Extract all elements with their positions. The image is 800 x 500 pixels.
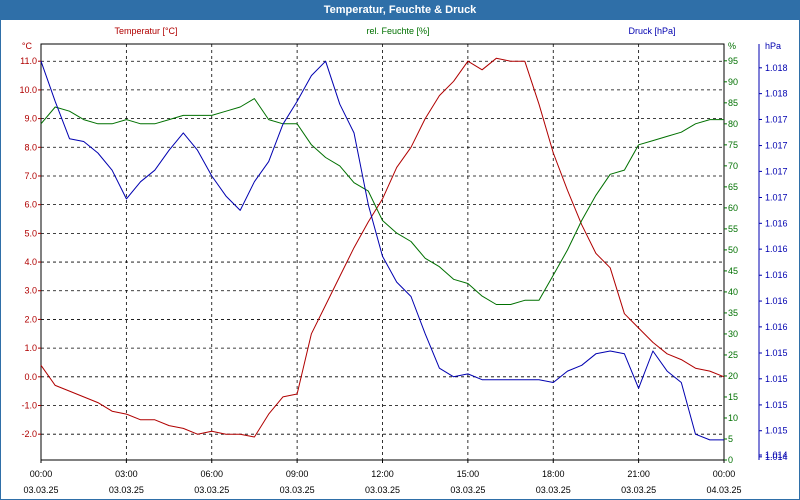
humidity-tick-label: 25 (728, 350, 738, 360)
x-tick-date: 04.03.25 (706, 485, 741, 495)
pressure-tick-label: 1.014 (765, 450, 788, 460)
humidity-tick-label: 45 (728, 266, 738, 276)
temperature-tick-label: 6.0 (24, 200, 37, 210)
humidity-tick-label: 80 (728, 119, 738, 129)
pressure-tick-label: 1.018 (765, 89, 788, 99)
x-tick-time: 00:00 (713, 469, 736, 479)
temperature-tick-label: 4.0 (24, 257, 37, 267)
x-tick-date: 03.03.25 (450, 485, 485, 495)
humidity-tick-label: 5 (728, 434, 733, 444)
humidity-tick-label: 40 (728, 287, 738, 297)
humidity-tick-label: 20 (728, 371, 738, 381)
temperature-tick-label: 7.0 (24, 171, 37, 181)
humidity-tick-label: 65 (728, 182, 738, 192)
pressure-tick-label: 1.016 (765, 270, 788, 280)
temperature-tick-label: 5.0 (24, 228, 37, 238)
pressure-tick-label: 1.017 (765, 114, 788, 124)
series-line-temperatur (40, 57, 725, 438)
temperature-tick-label: 2.0 (24, 314, 37, 324)
pressure-tick-label: 1.016 (765, 218, 788, 228)
humidity-tick-label: 85 (728, 98, 738, 108)
pressure-tick-label: 1.017 (765, 166, 788, 176)
x-tick-date: 03.03.25 (621, 485, 656, 495)
humidity-tick-label: 35 (728, 308, 738, 318)
legend-pressure: Druck [hPa] (628, 26, 675, 36)
x-tick-date: 03.03.25 (194, 485, 229, 495)
humidity-tick-label: 60 (728, 203, 738, 213)
pressure-unit-label: hPa (765, 41, 781, 51)
x-tick-date: 03.03.25 (280, 485, 315, 495)
pressure-tick-label: 1.016 (765, 322, 788, 332)
temperature-tick-label: 11.0 (20, 56, 37, 66)
pressure-tick-label: 1.016 (765, 244, 788, 254)
temperature-tick-label: 0.0 (24, 372, 37, 382)
x-tick-time: 18:00 (542, 469, 565, 479)
humidity-tick-label: 50 (728, 245, 738, 255)
pressure-tick-label: 1.015 (765, 400, 788, 410)
x-tick-time: 09:00 (286, 469, 309, 479)
humidity-tick-label: 95 (728, 56, 738, 66)
legend-humidity: rel. Feuchte [%] (366, 26, 429, 36)
humidity-tick-label: 75 (728, 140, 738, 150)
x-tick-time: 03:00 (115, 469, 138, 479)
temperature-tick-label: 8.0 (24, 142, 37, 152)
humidity-tick-label: 90 (728, 77, 738, 87)
pressure-tick-label: 1.017 (765, 141, 788, 151)
x-tick-date: 03.03.25 (23, 485, 58, 495)
x-tick-time: 06:00 (200, 469, 223, 479)
x-tick-date: 03.03.25 (365, 485, 400, 495)
pressure-tick-label: 1.016 (765, 296, 788, 306)
x-tick-time: 00:00 (30, 469, 53, 479)
pressure-tick-label: 1.014 (765, 452, 788, 462)
x-tick-date: 03.03.25 (536, 485, 571, 495)
temperature-tick-label: 1.0 (24, 343, 37, 353)
humidity-unit-label: % (728, 41, 736, 51)
x-tick-date: 03.03.25 (109, 485, 144, 495)
pressure-tick-label: 1.017 (765, 192, 788, 202)
temperature-tick-label: 3.0 (24, 286, 37, 296)
humidity-tick-label: 70 (728, 161, 738, 171)
series-line-rel-feuchte (40, 98, 724, 305)
humidity-tick-label: 55 (728, 224, 738, 234)
chart-title: Temperatur, Feuchte & Druck (1, 1, 799, 20)
x-tick-time: 21:00 (627, 469, 650, 479)
pressure-tick-label: 1.015 (765, 426, 788, 436)
legend-temperature: Temperatur [°C] (114, 26, 177, 36)
pressure-tick-label: 1.015 (765, 374, 788, 384)
temperature-tick-label: -2.0 (21, 429, 37, 439)
series-line-druck (40, 60, 724, 441)
temperature-tick-label: -1.0 (21, 400, 37, 410)
humidity-tick-label: 30 (728, 329, 738, 339)
pressure-tick-label: 1.015 (765, 348, 788, 358)
pressure-tick-label: 1.018 (765, 63, 788, 73)
temperature-tick-label: 10.0 (19, 85, 37, 95)
temperature-tick-label: 9.0 (24, 114, 37, 124)
temperature-unit-label: °C (22, 41, 33, 51)
x-tick-time: 15:00 (457, 469, 480, 479)
humidity-tick-label: 10 (728, 413, 738, 423)
x-tick-time: 12:00 (371, 469, 394, 479)
humidity-tick-label: 15 (728, 392, 738, 402)
humidity-tick-label: 0 (728, 455, 733, 465)
